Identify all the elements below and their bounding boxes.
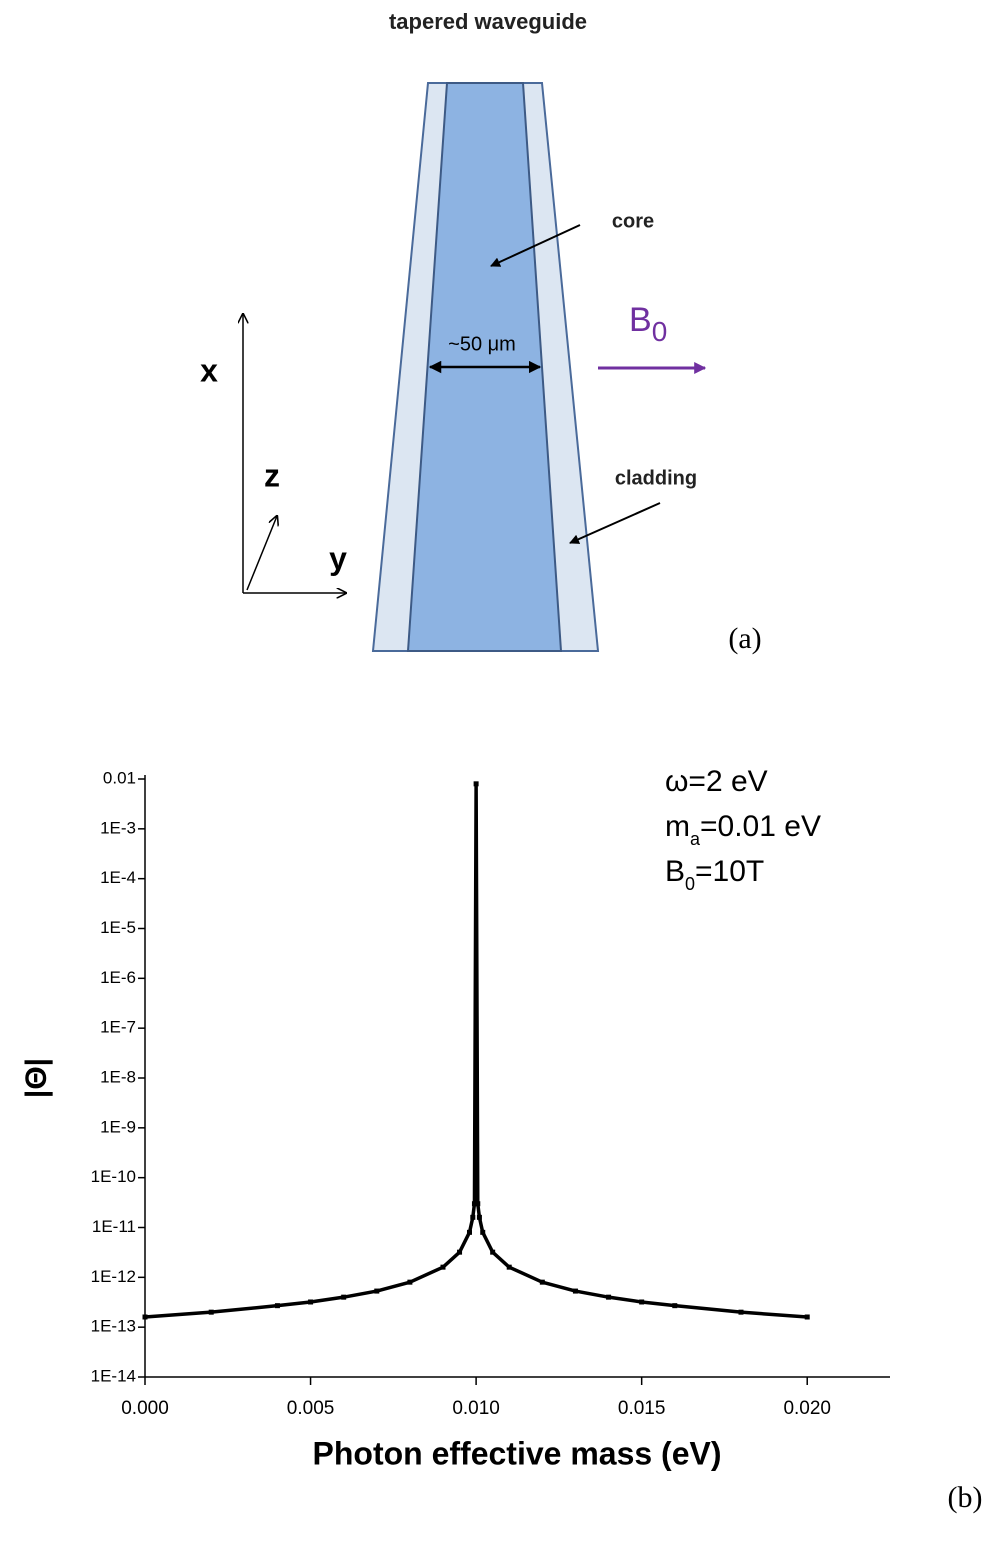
field-sub: 0 <box>652 316 668 347</box>
width-label: ~50 μm <box>448 333 516 355</box>
data-point <box>470 1214 476 1220</box>
diagram: tapered waveguide ~50 μm core cladding B… <box>200 9 762 655</box>
data-point <box>490 1249 496 1255</box>
data-point <box>440 1264 446 1270</box>
annotation-sub: 0 <box>685 874 695 894</box>
x-tick-label: 0.010 <box>452 1398 500 1419</box>
annotation: ma=0.01 eV <box>665 810 821 849</box>
panel-label: (b) <box>948 1481 983 1514</box>
y-tick-label: 1E-13 <box>91 1317 136 1336</box>
x-axis-title: Photon effective mass (eV) <box>313 1435 722 1471</box>
core-label: core <box>612 210 654 232</box>
panel-label: (a) <box>728 622 761 655</box>
annotation-part: m <box>665 810 690 843</box>
core-arrow <box>490 224 581 267</box>
data-point <box>738 1309 744 1315</box>
y-tick-label: 1E-10 <box>91 1167 136 1186</box>
x-tick-label: 0.005 <box>287 1398 335 1419</box>
y-tick-label: 1E-11 <box>92 1217 136 1236</box>
cladding-label: cladding <box>615 467 697 489</box>
z-axis-arrow <box>246 516 277 591</box>
data-point <box>274 1303 280 1309</box>
y-tick-label: 1E-4 <box>100 868 136 887</box>
data-point <box>804 1314 810 1320</box>
diagram-title: tapered waveguide <box>389 9 587 34</box>
data-point <box>142 1314 148 1320</box>
annotation: B0=10T <box>665 855 764 894</box>
axis-y-label: y <box>329 540 347 576</box>
y-tick-label: 1E-8 <box>100 1067 136 1086</box>
data-point <box>374 1288 380 1294</box>
annotation-sub: a <box>690 829 701 849</box>
data-point <box>473 781 479 787</box>
data-point <box>476 1214 482 1220</box>
annotation-part: =10T <box>695 855 764 888</box>
y-tick-label: 1E-6 <box>100 968 136 987</box>
data-point <box>539 1279 545 1285</box>
data-point <box>308 1299 314 1305</box>
annotation-part: =0.01 eV <box>700 810 821 843</box>
data-point <box>475 1201 481 1207</box>
axis-x-label: x <box>200 352 218 388</box>
data-point <box>480 1229 486 1235</box>
y-tick-label: 1E-9 <box>100 1117 136 1136</box>
data-point <box>407 1279 413 1285</box>
field-main: B <box>629 301 652 339</box>
data-point <box>606 1294 612 1300</box>
data-point <box>457 1249 463 1255</box>
y-tick-label: 1E-5 <box>100 918 136 937</box>
data-point <box>466 1229 472 1235</box>
y-tick-label: 1E-7 <box>100 1018 136 1037</box>
field-label: B0 <box>629 301 667 347</box>
data-point <box>471 1201 477 1207</box>
annotation-part: B <box>665 855 685 888</box>
data-point <box>208 1309 214 1315</box>
data-point <box>572 1288 578 1294</box>
annotation-part: ω=2 eV <box>665 765 768 798</box>
x-tick-label: 0.015 <box>618 1398 666 1419</box>
x-tick-label: 0.000 <box>121 1398 169 1419</box>
chart: Photon effective mass (eV) |Θ| (b) 0.01 1… <box>20 765 983 1514</box>
x-tick-label: 0.020 <box>783 1398 831 1419</box>
data-point <box>341 1294 347 1300</box>
y-tick-label: 0.01 <box>103 768 136 787</box>
cladding-arrow <box>569 502 661 544</box>
y-tick-label: 1E-14 <box>91 1366 136 1385</box>
data-point <box>506 1264 512 1270</box>
axis-z-label: z <box>264 457 280 493</box>
y-tick-label: 1E-3 <box>100 818 136 837</box>
data-point <box>672 1303 678 1309</box>
y-tick-label: 1E-12 <box>91 1267 136 1286</box>
y-axis-title: |Θ| <box>20 1058 53 1098</box>
data-point <box>639 1299 645 1305</box>
annotation: ω=2 eV <box>665 765 768 798</box>
